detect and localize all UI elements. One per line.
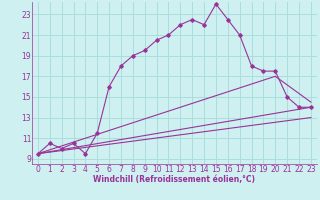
X-axis label: Windchill (Refroidissement éolien,°C): Windchill (Refroidissement éolien,°C) <box>93 175 255 184</box>
